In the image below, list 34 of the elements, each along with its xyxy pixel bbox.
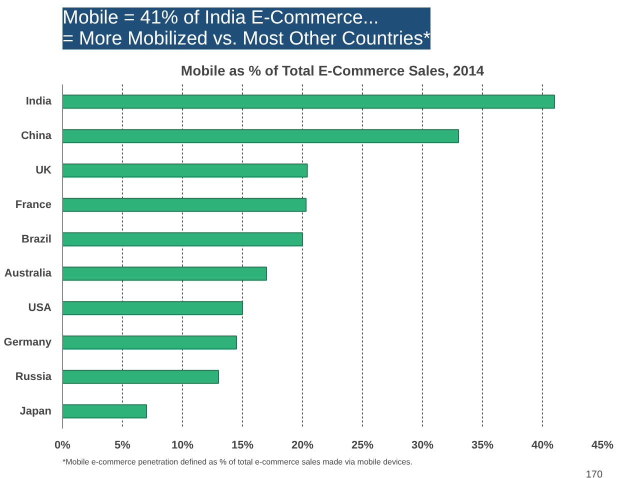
x-tick-label: 35% bbox=[471, 440, 494, 452]
y-tick-label: France bbox=[15, 198, 52, 211]
x-tick-label: 5% bbox=[114, 440, 131, 452]
x-tick-label: 25% bbox=[351, 440, 374, 452]
bar bbox=[62, 129, 459, 144]
x-tick-label: 30% bbox=[411, 440, 434, 452]
text: *Mobile e-commerce penetration defined as % of total e-commerce sales made via mobile devices. bbox=[62, 458, 412, 466]
x-tick-label: 10% bbox=[171, 440, 194, 452]
bar bbox=[62, 335, 237, 350]
y-tick-label: Brazil bbox=[22, 233, 52, 246]
y-tick-label: UK bbox=[36, 164, 52, 176]
y-tick-label: India bbox=[26, 96, 52, 108]
bar bbox=[62, 404, 147, 418]
y-tick-label: Germany bbox=[4, 336, 52, 348]
y-tick-label: China bbox=[20, 130, 52, 142]
bar bbox=[62, 266, 267, 281]
x-tick-label: 45% bbox=[591, 440, 614, 452]
bar bbox=[62, 301, 243, 316]
y-tick-label: Japan bbox=[20, 405, 52, 418]
text: 170 bbox=[586, 470, 603, 478]
bar bbox=[62, 198, 307, 212]
y-tick-label: Russia bbox=[15, 370, 52, 383]
y-tick-label: USA bbox=[28, 302, 52, 314]
chart-title: Mobile = 41% of India E-Commerce... = More Mobilized vs. Most Other Countries* bbox=[62, 8, 432, 50]
y-tick-label: Australia bbox=[4, 268, 52, 280]
bar bbox=[62, 94, 555, 109]
x-tick-label: 0% bbox=[54, 440, 71, 452]
bar bbox=[62, 232, 303, 246]
x-tick-label: 20% bbox=[291, 440, 314, 452]
x-tick-label: 40% bbox=[531, 440, 554, 452]
chart-subtitle: Mobile as % of Total E-Commerce Sales, 2014 bbox=[180, 62, 484, 78]
bar bbox=[62, 163, 308, 178]
bar bbox=[62, 370, 219, 384]
x-tick-label: 15% bbox=[231, 440, 254, 452]
